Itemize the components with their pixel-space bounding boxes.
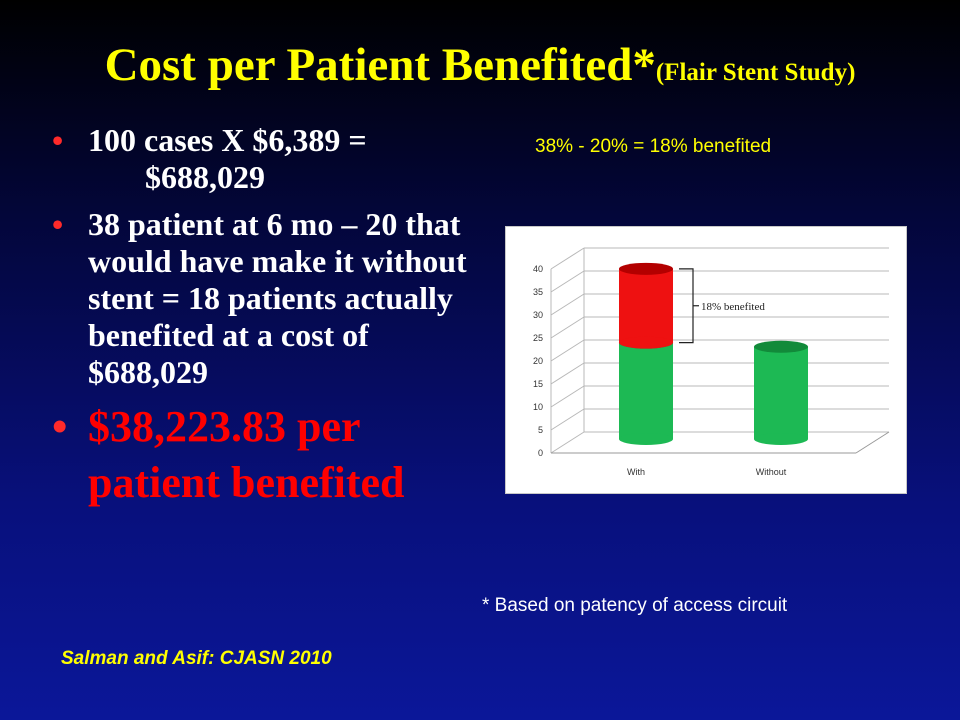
y-tick-label: 40 — [533, 264, 543, 274]
y-tick-label: 10 — [533, 402, 543, 412]
y-tick-label: 30 — [533, 310, 543, 320]
bar-cylinder-body — [754, 346, 808, 439]
footnote: * Based on patency of access circuit — [482, 595, 788, 616]
floor-right-edge — [855, 431, 890, 454]
y-tick-label: 35 — [533, 287, 543, 297]
gridline-side — [550, 385, 585, 408]
gridline-side — [550, 247, 585, 270]
bar-cylinder-bottom — [754, 433, 808, 445]
bar-cylinder-body — [619, 268, 673, 343]
slide-title: Cost per Patient Benefited*(Flair Stent … — [0, 38, 960, 92]
gridline-side — [550, 408, 585, 431]
gridline-side — [550, 431, 585, 454]
title-main: Cost per Patient Benefited* — [104, 39, 656, 91]
bullet-list: • 100 cases X $6,389 = $688,029 • 38 pat… — [52, 122, 492, 511]
y-tick-label: 25 — [533, 333, 543, 343]
gridline-side — [550, 270, 585, 293]
annotation-label: 18% benefited — [701, 301, 765, 313]
y-tick-label: 0 — [538, 448, 543, 458]
bullet-item-cost: • 100 cases X $6,389 = $688,029 — [52, 122, 492, 196]
bullet-dot: • — [52, 122, 64, 158]
citation: Salman and Asif: CJASN 2010 — [61, 648, 332, 669]
benefit-calculation-note: 38% - 20% = 18% benefited — [535, 136, 772, 157]
gridline-side — [550, 339, 585, 362]
bar-cylinder-top — [754, 340, 808, 353]
y-tick-label: 15 — [533, 379, 543, 389]
y-tick-label: 20 — [533, 356, 543, 366]
bullet-dot: • — [52, 206, 64, 242]
y-tick-label: 5 — [538, 425, 543, 435]
bullet-item-result: • $38,223.83 per patient benefited — [52, 399, 492, 511]
x-category-label: With — [627, 467, 645, 477]
x-category-label: Without — [756, 467, 787, 477]
bullet-cost-line1: 100 cases X $6,389 = — [88, 122, 367, 158]
bar-cylinder-body — [619, 342, 673, 439]
bullet-dot: • — [52, 402, 68, 451]
title-subtitle: (Flair Stent Study) — [655, 59, 856, 86]
gridline-side — [550, 293, 585, 316]
bullet-cost-line2: $688,029 — [145, 159, 265, 195]
bar-cylinder-bottom — [619, 433, 673, 445]
bullet-patients-text: 38 patient at 6 mo – 20 that would have … — [88, 206, 467, 390]
gridline-side — [550, 362, 585, 385]
bar-chart-svg: 0 5 10 15 20 25 30 35 40 With Without 18% benefited — [533, 247, 890, 477]
bar-chart: 0 5 10 15 20 25 30 35 40 With Without 18% benefited — [505, 226, 907, 494]
bar-cylinder-bottom — [619, 336, 673, 349]
bullet-item-patients: • 38 patient at 6 mo – 20 that would hav… — [52, 206, 492, 391]
bar-cylinder-top — [619, 262, 673, 275]
gridline-side — [550, 316, 585, 339]
annotation-bracket — [679, 268, 694, 344]
bullet-result-text: $38,223.83 per patient benefited — [88, 402, 405, 507]
